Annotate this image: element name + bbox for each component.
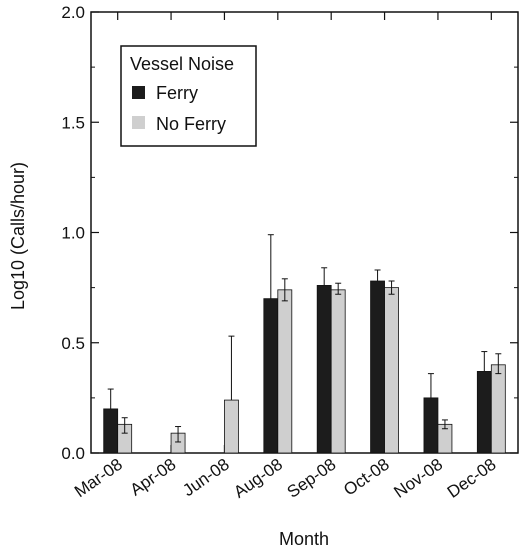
- no-ferry-bar: [224, 399, 239, 454]
- y-axis-title: Log10 (Calls/hour): [8, 162, 28, 310]
- y-tick-label: 0.5: [61, 334, 85, 353]
- bars: [103, 234, 506, 454]
- x-tick-label: Sep-08: [284, 455, 340, 502]
- ferry-bar: [103, 408, 119, 454]
- y-tick-label: 0.0: [61, 444, 85, 463]
- no-ferry-bar: [490, 364, 506, 454]
- ferry-bar: [476, 371, 492, 454]
- legend: Vessel Noise Ferry No Ferry: [120, 45, 257, 147]
- ferry-bar: [423, 397, 439, 454]
- legend-swatch-ferry: [132, 86, 145, 99]
- x-tick-label: Aug-08: [230, 455, 286, 502]
- ferry-bar: [263, 298, 279, 454]
- ferry-bar: [370, 280, 385, 454]
- x-tick-label: Apr-08: [127, 455, 180, 500]
- x-tick-label: Oct-08: [340, 455, 393, 500]
- no-ferry-bar: [277, 289, 293, 454]
- y-tick-label: 1.0: [61, 224, 85, 243]
- legend-title: Vessel Noise: [130, 54, 234, 74]
- y-tick-label: 1.5: [61, 113, 85, 132]
- no-ferry-bar: [384, 287, 399, 454]
- no-ferry-bar: [330, 289, 346, 454]
- x-tick-label: Nov-08: [390, 455, 446, 502]
- legend-label-no-ferry: No Ferry: [156, 114, 226, 134]
- legend-swatch-no-ferry: [132, 116, 145, 129]
- y-tick-label: 2.0: [61, 3, 85, 22]
- y-axis: 0.0 0.5 1.0 1.5 2.0: [61, 3, 518, 463]
- x-tick-label: Jun-08: [179, 455, 232, 500]
- legend-label-ferry: Ferry: [156, 83, 198, 103]
- x-axis-title: Month: [279, 529, 329, 549]
- ferry-bar: [316, 285, 332, 454]
- x-tick-label: Dec-08: [444, 455, 500, 502]
